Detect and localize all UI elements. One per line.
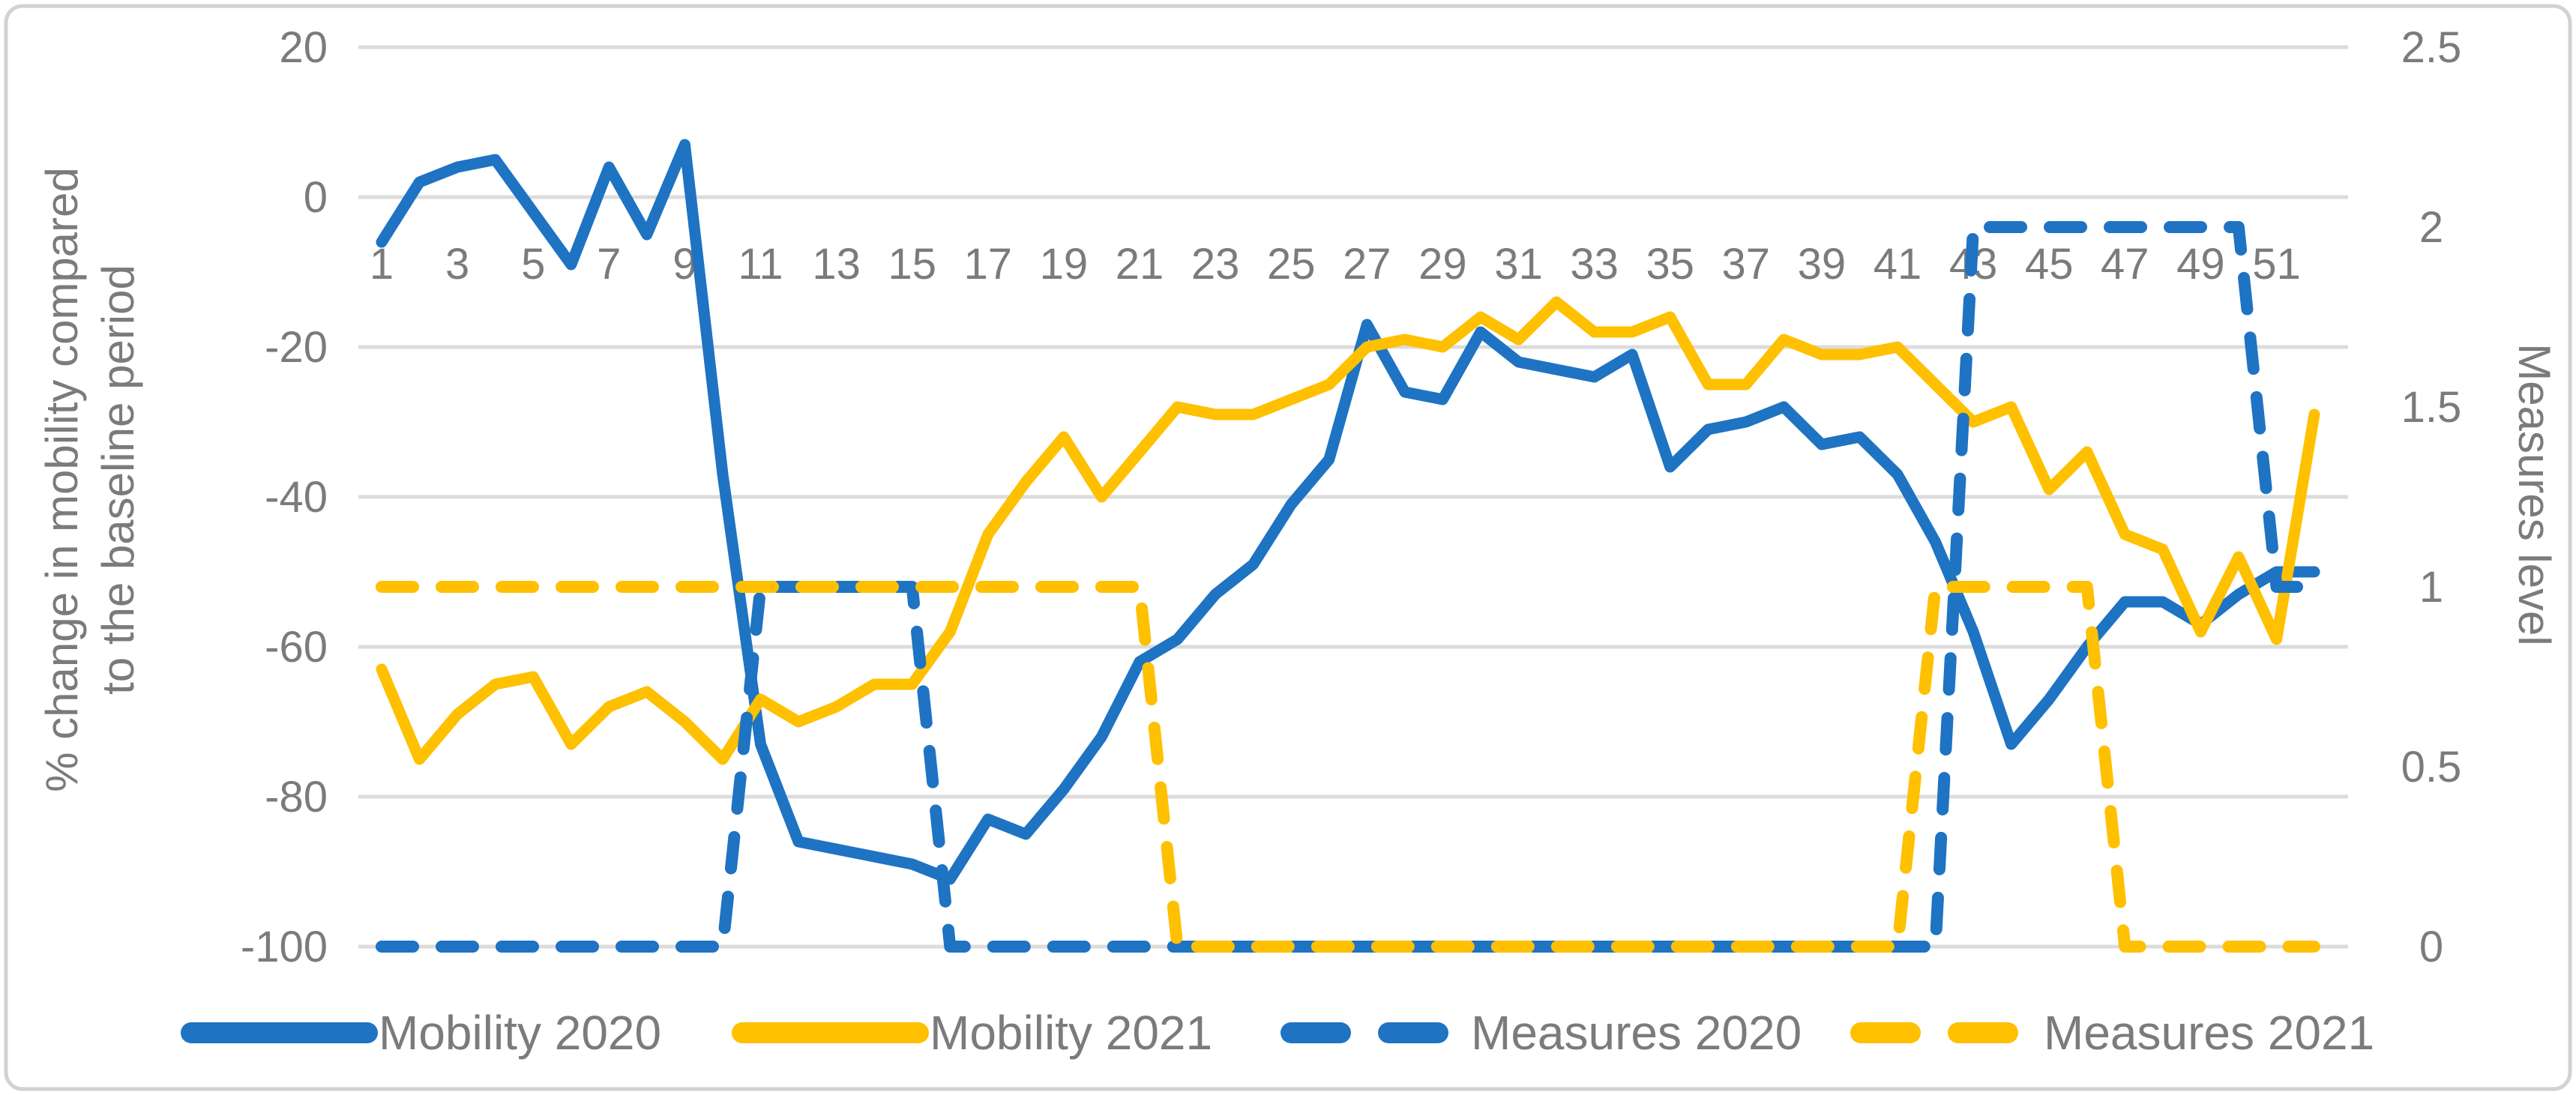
x-axis-label: 47 (2101, 240, 2149, 289)
legend-label: Measures 2021 (2044, 1006, 2374, 1060)
right-axis-tick-label: 0 (2419, 923, 2443, 971)
x-axis-label: 13 (812, 240, 861, 289)
x-axis-label: 25 (1267, 240, 1316, 289)
legend-label: Mobility 2021 (930, 1006, 1212, 1060)
left-axis-tick-label: -60 (265, 623, 328, 672)
right-axis-tick-label: 2.5 (2401, 23, 2462, 72)
left-axis-tick-label: -100 (241, 923, 328, 971)
x-axis-label: 19 (1040, 240, 1089, 289)
x-axis-label: 51 (2252, 240, 2301, 289)
chart-border (4, 4, 2572, 1091)
left-axis-title-line2: to the baseline period (93, 265, 143, 695)
left-axis-tick-label: -40 (265, 473, 328, 522)
x-axis-label: 23 (1191, 240, 1240, 289)
x-axis-label: 33 (1570, 240, 1619, 289)
x-axis-label: 3 (445, 240, 469, 289)
left-axis-tick-label: -80 (265, 773, 328, 821)
x-axis-label: 37 (1722, 240, 1771, 289)
x-axis-label: 21 (1116, 240, 1164, 289)
left-axis-tick-label: 0 (304, 173, 328, 222)
x-axis-label: 35 (1646, 240, 1694, 289)
right-axis-tick-label: 1.5 (2401, 383, 2462, 432)
x-axis-label: 7 (597, 240, 621, 289)
right-axis-tick-label: 0.5 (2401, 743, 2462, 791)
left-axis-title-line1: % change in mobility compared (37, 167, 87, 792)
x-axis-label: 31 (1494, 240, 1543, 289)
x-axis-label: 39 (1798, 240, 1847, 289)
right-axis-title: Measures level (2509, 343, 2560, 646)
legend-label: Mobility 2020 (379, 1006, 661, 1060)
series-line-measures-2021 (376, 581, 2320, 953)
series-line-mobility-2020 (376, 139, 2320, 885)
legend-label: Measures 2020 (1471, 1006, 1802, 1060)
x-axis-label: 41 (1874, 240, 1922, 289)
x-axis-label: 11 (738, 240, 783, 289)
x-axis-label: 17 (964, 240, 1013, 289)
x-axis-label: 29 (1418, 240, 1467, 289)
series-line-mobility-2021 (376, 296, 2320, 765)
right-axis-tick-label: 2 (2419, 203, 2443, 252)
left-axis-tick-label: 20 (279, 23, 328, 72)
right-axis-tick-label: 1 (2419, 563, 2443, 612)
x-axis-label: 1 (370, 240, 394, 289)
x-axis-label: 27 (1343, 240, 1391, 289)
x-axis-label: 15 (888, 240, 936, 289)
x-axis-label: 45 (2025, 240, 2074, 289)
x-axis-label: 5 (521, 240, 545, 289)
left-axis-tick-label: -20 (265, 323, 328, 372)
x-axis-label: 49 (2176, 240, 2225, 289)
